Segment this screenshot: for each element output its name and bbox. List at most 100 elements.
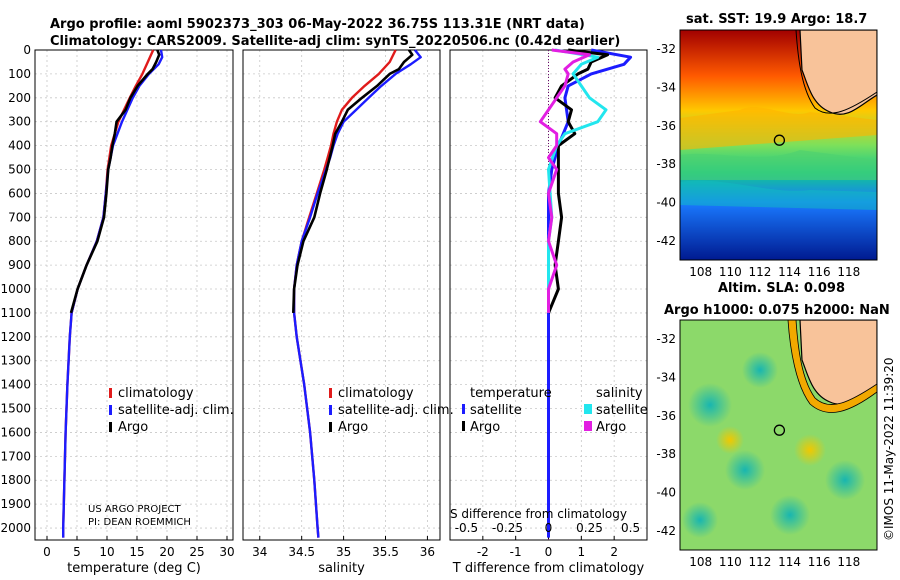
legend-temp-satellite-swatch (462, 404, 465, 414)
series-line-climatology (292, 49, 397, 538)
x-tick-label: -2 (477, 545, 489, 559)
x-tick-label: 1 (578, 545, 586, 559)
x-tick-label: 2 (610, 545, 618, 559)
lat-tick-label: -36 (656, 409, 676, 423)
plot-frame (242, 49, 441, 541)
lon-tick-label: 116 (808, 555, 831, 569)
legend-sal-argo-label: Argo (596, 420, 626, 435)
sla-eddy (682, 502, 718, 538)
sst-argo-marker (773, 134, 786, 146)
s-tick-label: 0.25 (576, 521, 603, 535)
x-tick-label: 10 (99, 545, 114, 559)
lon-tick-label: 114 (778, 265, 801, 279)
series-line-satellite-adj-clim- (62, 49, 164, 538)
depth-tick-label: 800 (8, 234, 31, 248)
sst-land (799, 30, 877, 115)
sst-map: sat. SST: 19.9 Argo: 18.7 108 110 112 114 11… (656, 12, 878, 279)
depth-tick-label: 1400 (0, 378, 31, 392)
s-difference-label: S difference from climatology (450, 507, 627, 521)
legend-sal-satellite-swatch (584, 404, 592, 414)
legend-temp-argo-label: Argo (470, 420, 500, 435)
depth-tick-label: 400 (8, 139, 31, 153)
sla-argo-marker (773, 424, 786, 436)
depth-tick-label: 600 (8, 186, 31, 200)
lon-tick-label: 108 (689, 555, 712, 569)
legend-title-salinity: salinity (596, 386, 643, 401)
series-line-argo (69, 49, 161, 314)
lat-tick-label: -36 (656, 119, 676, 133)
x-tick-label: 35 (336, 545, 351, 559)
s-tick-label: -0.5 (455, 521, 478, 535)
x-axis-label: salinity (318, 561, 365, 576)
lat-tick-label: -38 (656, 447, 676, 461)
s-tick-label: -0.25 (492, 521, 523, 535)
s-tick-label: 0.5 (621, 521, 640, 535)
sla-map-title-2: Argo h1000: 0.075 h2000: NaN (664, 303, 890, 318)
depth-tick-label: 1900 (0, 497, 31, 511)
depth-tick-label: 1800 (0, 473, 31, 487)
lat-tick-label: -32 (656, 332, 676, 346)
lon-tick-label: 112 (749, 265, 772, 279)
lat-tick-label: -34 (656, 371, 676, 385)
legend-satellite-label: satellite-adj. clim. (338, 403, 454, 418)
x-tick-label: 35.5 (372, 545, 399, 559)
lon-tick-label: 118 (837, 265, 860, 279)
sla-eddy (742, 352, 778, 388)
depth-tick-label: 1300 (0, 354, 31, 368)
depth-tick-label: 300 (8, 115, 31, 129)
lat-tick-label: -42 (656, 524, 676, 538)
x-tick-label: -1 (510, 545, 522, 559)
depth-tick-label: 1200 (0, 330, 31, 344)
sst-warm-band (680, 107, 877, 150)
legend-climatology-label: climatology (338, 386, 414, 401)
depth-tick-label: 100 (8, 67, 31, 81)
x-tick-label: 15 (129, 545, 144, 559)
legend-satellite-swatch (109, 405, 112, 415)
x-tick-label: 34 (252, 545, 267, 559)
sla-warm-eddy (794, 434, 826, 466)
sst-cyan-band (680, 180, 877, 210)
series-line-temperature-argo (547, 48, 610, 314)
profile-panel-0: 0 5 10 15 20 25 300100200300400500600700800900… (0, 43, 234, 576)
lon-tick-label: 114 (778, 555, 801, 569)
legend-title-temperature: temperature (470, 386, 552, 401)
sla-map: Altim. SLA: 0.098 Argo h1000: 0.075 h200… (656, 281, 889, 569)
depth-tick-label: 500 (8, 163, 31, 177)
lat-tick-label: -42 (656, 234, 676, 248)
depth-tick-label: 900 (8, 258, 31, 272)
lat-tick-label: -32 (656, 42, 676, 56)
series-line-salinity-satellite (547, 48, 608, 313)
legend-satellite-label: satellite-adj. clim. (118, 403, 234, 418)
x-tick-label: 30 (219, 545, 234, 559)
legend-argo-label: Argo (338, 420, 368, 435)
sla-eddy (770, 495, 810, 535)
legend-climatology-swatch (109, 388, 112, 398)
x-tick-label: 36 (420, 545, 435, 559)
imos-stamp: ©IMOS 11-May-2022 11:39:20 (882, 357, 896, 541)
legend-argo-swatch (109, 422, 112, 432)
sst-map-ticks: 108 110 112 114 116 118 -32 -34 -36 -38 -40 -42 (656, 42, 860, 279)
lon-tick-label: 110 (719, 555, 742, 569)
x-axis-label: T difference from climatology (452, 561, 645, 576)
series-line-satellite-adj-clim- (292, 49, 422, 538)
lon-tick-label: 112 (749, 555, 772, 569)
lat-tick-label: -40 (656, 486, 676, 500)
lat-tick-label: -40 (656, 196, 676, 210)
lon-tick-label: 116 (808, 265, 831, 279)
legend-argo-label: Argo (118, 420, 148, 435)
lon-tick-label: 108 (689, 265, 712, 279)
profile-panel-2: -2 -1 0 1 2 T difference from climatology (449, 48, 648, 576)
x-axis-label: temperature (deg C) (67, 561, 201, 576)
legend-climatology-label: climatology (118, 386, 194, 401)
sla-warm-eddy (716, 426, 744, 454)
lon-tick-label: 118 (837, 555, 860, 569)
depth-tick-label: 700 (8, 210, 31, 224)
temperature-legend: climatology satellite-adj. clim. Argo (109, 386, 234, 435)
title-line-1: Argo profile: aoml 5902373_303 06-May-20… (50, 17, 585, 32)
salinity-legend: climatology satellite-adj. clim. Argo (329, 386, 454, 435)
credit-pi: PI: DEAN ROEMMICH (88, 517, 191, 528)
difference-legend: temperature salinity satellite Argo sate… (462, 386, 648, 435)
sst-shelf-contour (795, 30, 877, 114)
series-line-argo (292, 49, 414, 313)
sla-eddy (688, 383, 732, 427)
